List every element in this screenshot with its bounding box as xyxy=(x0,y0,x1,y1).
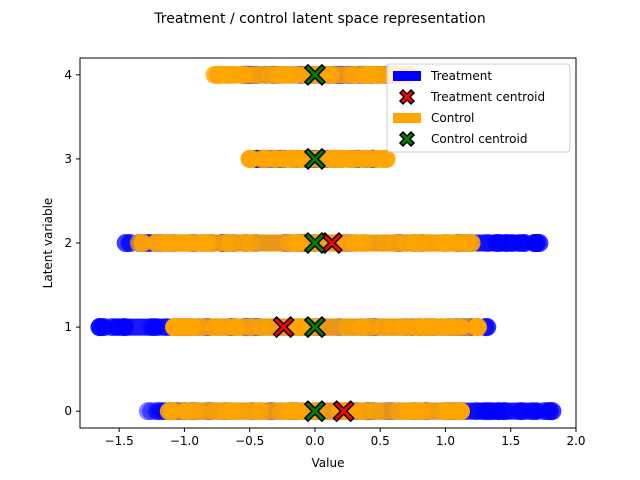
x-tick-label: 0.0 xyxy=(305,434,324,448)
scatter-point xyxy=(180,234,199,252)
y-tick-label: 4 xyxy=(64,68,72,82)
scatter-point xyxy=(361,65,380,84)
scatter-point xyxy=(129,234,148,252)
legend-label: Treatment xyxy=(430,69,492,83)
scatter-point xyxy=(321,65,340,84)
chart-title: Treatment / control latent space represe… xyxy=(153,11,485,27)
centroid-marker xyxy=(303,400,327,423)
y-tick-label: 3 xyxy=(64,152,72,166)
scatter-point xyxy=(284,402,303,421)
series-control-latent-2 xyxy=(129,234,481,252)
centroid-marker xyxy=(303,231,327,255)
scatter-point xyxy=(523,402,542,421)
x-tick-label: −0.5 xyxy=(235,434,264,448)
scatter-point xyxy=(222,65,241,84)
scatter-point xyxy=(410,318,429,337)
scatter-point xyxy=(530,234,549,252)
legend-label: Control centroid xyxy=(431,132,527,146)
legend-swatch xyxy=(393,113,421,123)
centroid-marker xyxy=(303,316,327,339)
scatter-point xyxy=(158,234,177,252)
scatter-point xyxy=(469,318,488,337)
scatter-point xyxy=(222,234,241,252)
legend-swatch xyxy=(398,88,416,106)
scatter-point xyxy=(164,318,183,337)
scatter-point xyxy=(487,234,506,252)
scatter-point xyxy=(116,234,135,252)
scatter-point xyxy=(199,234,218,252)
series-control-centroid xyxy=(303,63,327,423)
scatter-point xyxy=(338,318,357,337)
scatter-point xyxy=(543,402,562,421)
scatter-point xyxy=(290,234,309,252)
y-tick-label: 2 xyxy=(64,236,72,250)
scatter-point xyxy=(510,234,529,252)
legend-box xyxy=(386,63,571,153)
scatter-point xyxy=(462,234,481,252)
scatter-point xyxy=(352,318,371,337)
scatter-point xyxy=(480,402,499,421)
scatter-point xyxy=(291,149,310,168)
scatter-point xyxy=(354,234,373,252)
x-axis-label: Value xyxy=(312,456,345,470)
scatter-point xyxy=(445,234,464,252)
scatter-point xyxy=(342,65,361,84)
scatter-point xyxy=(116,318,135,337)
axes: −1.5 −1.0 −0.5 0.0 0.5 1.0 1.5 2.0 0 1 2 3 4 xyxy=(64,68,585,448)
y-tick-label: 0 xyxy=(64,404,72,418)
x-tick-label: 2.0 xyxy=(566,434,585,448)
scatter-point xyxy=(377,149,396,168)
scatter-point xyxy=(240,149,259,168)
centroid-marker xyxy=(332,400,355,423)
legend: Treatment Treatment centroid Control Contro… xyxy=(386,63,571,153)
scatter-point xyxy=(321,149,340,168)
scatter-point xyxy=(291,318,310,337)
legend-swatch xyxy=(398,130,416,148)
scatter-point xyxy=(90,318,109,337)
series-treatment-centroid xyxy=(272,231,355,423)
y-axis-label: Latent variable xyxy=(41,198,55,289)
legend-label: Treatment centroid xyxy=(430,90,545,104)
series-control-latent-1 xyxy=(164,318,488,337)
scatter-point xyxy=(386,234,405,252)
scatter-point xyxy=(138,402,157,421)
x-tick-label: 1.5 xyxy=(501,434,520,448)
scatter-point xyxy=(252,318,271,337)
scatter-point xyxy=(242,234,261,252)
scatter-point xyxy=(236,65,255,84)
centroid-marker xyxy=(272,316,295,339)
scatter-point xyxy=(189,402,208,421)
y-tick-label: 1 xyxy=(64,320,72,334)
scatter-point xyxy=(285,65,304,84)
scatter-point xyxy=(241,402,260,421)
centroid-marker xyxy=(303,147,327,170)
x-tick-label: 0.5 xyxy=(371,434,390,448)
centroid-marker xyxy=(303,63,327,86)
scatter-point xyxy=(215,318,234,337)
scatter-point xyxy=(205,402,224,421)
scatter-point xyxy=(407,234,426,252)
scatter-point xyxy=(383,318,402,337)
scatter-point xyxy=(437,318,456,337)
scatter-point xyxy=(419,234,438,252)
legend-label: Control xyxy=(431,111,474,125)
scatter-point xyxy=(452,402,471,421)
legend-swatch xyxy=(393,71,421,81)
scatter-point xyxy=(190,318,209,337)
scatter-point xyxy=(144,318,163,337)
plot-area xyxy=(90,63,562,423)
x-tick-label: −1.5 xyxy=(105,434,134,448)
x-tick-label: 1.0 xyxy=(436,434,455,448)
scatter-point xyxy=(159,402,178,421)
scatter-point xyxy=(205,65,224,84)
scatter-point xyxy=(410,402,429,421)
scatter-point xyxy=(266,149,285,168)
series-control-latent-0 xyxy=(159,402,471,421)
x-tick-label: −1.0 xyxy=(170,434,199,448)
scatter-point xyxy=(240,318,259,337)
